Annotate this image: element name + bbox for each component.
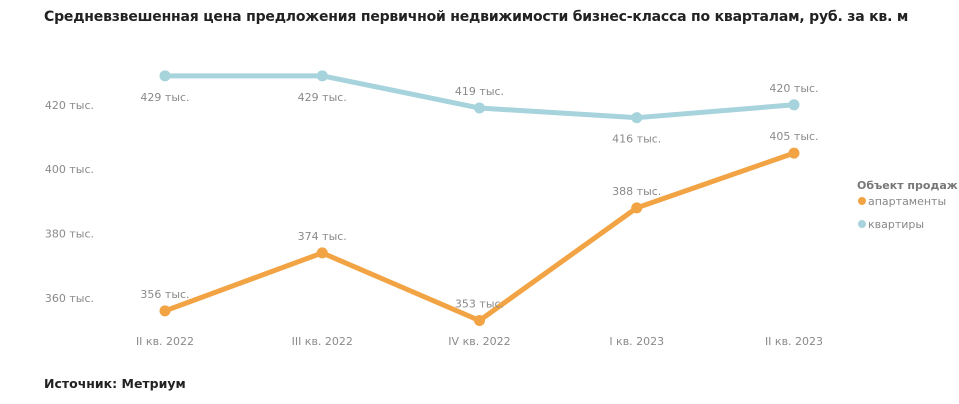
chart-title: Средневзвешенная цена предложения первич… <box>44 9 909 25</box>
data-point <box>474 315 485 327</box>
data-point <box>788 147 800 159</box>
data-label: 416 тыс. <box>612 133 661 146</box>
data-label: 388 тыс. <box>612 185 661 198</box>
x-tick-label: II кв. 2023 <box>765 335 823 348</box>
y-tick-label: 420 тыс. <box>45 99 94 112</box>
legend-item: апартаменты <box>868 195 946 208</box>
data-label: 429 тыс. <box>140 91 189 104</box>
data-label: 353 тыс. <box>455 298 504 311</box>
data-point <box>788 99 800 111</box>
data-point <box>159 70 171 82</box>
data-label: 429 тыс. <box>298 91 347 104</box>
y-tick-label: 380 тыс. <box>45 228 94 241</box>
legend-marker <box>858 220 866 228</box>
series-line-apartments <box>162 150 797 324</box>
data-label: 419 тыс. <box>455 85 504 98</box>
data-point <box>316 70 328 82</box>
x-tick-label: IV кв. 2022 <box>448 335 510 348</box>
data-point <box>631 202 643 214</box>
data-label: 420 тыс. <box>769 82 818 95</box>
data-label: 374 тыс. <box>298 230 347 243</box>
data-point <box>159 305 171 317</box>
y-tick-label: 400 тыс. <box>45 163 94 176</box>
legend-title: Объект продаж <box>857 179 958 192</box>
x-tick-label: II кв. 2022 <box>136 335 194 348</box>
data-point <box>474 102 485 114</box>
data-label: 356 тыс. <box>140 288 189 301</box>
source-note: Источник: Метриум <box>44 376 186 391</box>
x-tick-label: I кв. 2023 <box>609 335 664 348</box>
legend-marker <box>858 197 866 205</box>
data-point <box>316 247 328 259</box>
data-point <box>631 112 643 124</box>
y-tick-label: 360 тыс. <box>45 292 94 305</box>
legend-item: квартиры <box>868 218 924 231</box>
x-tick-label: III кв. 2022 <box>292 335 353 348</box>
data-label: 405 тыс. <box>769 130 818 143</box>
